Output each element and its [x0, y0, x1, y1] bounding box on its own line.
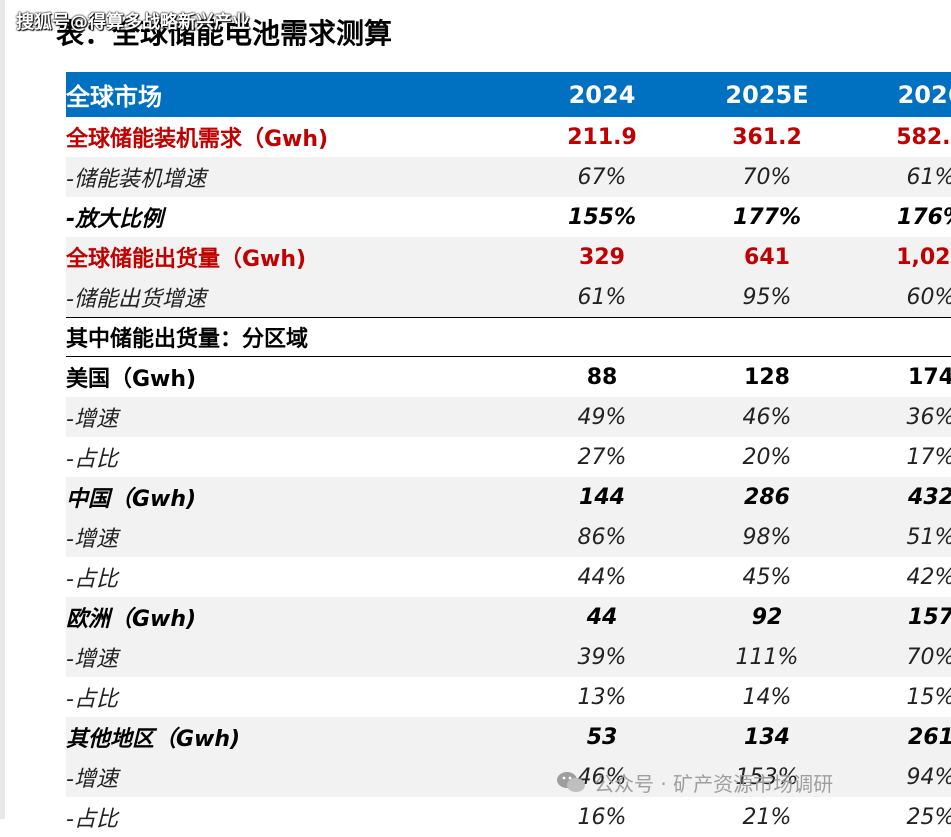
cell-2024: 46%	[577, 764, 627, 790]
cell-2026: 94%	[906, 764, 951, 790]
cell-2026: 157	[908, 604, 951, 630]
cell-2025e: 92	[751, 604, 783, 630]
table-header-row: 全球市场 2024 2025E 2026	[66, 72, 951, 117]
cell-2024: 13%	[577, 684, 627, 710]
table-row: -占比 16% 21% 25%	[66, 797, 951, 837]
cell-2024: 67%	[577, 164, 627, 190]
table-row: -增速 39% 111% 70%	[66, 637, 951, 677]
cell-2026: 176%	[897, 204, 951, 230]
table-row: -增速 86% 98% 51%	[66, 517, 951, 557]
table-row: -增速 46% 153% 94%	[66, 757, 951, 797]
row-label: -增速	[66, 647, 118, 672]
row-label: -占比	[66, 567, 118, 592]
header-label: 全球市场	[66, 83, 162, 111]
table-row: 欧洲（Gwh) 44 92 157	[66, 597, 951, 637]
cell-2026: 51%	[906, 524, 951, 550]
header-year-2026: 2026	[897, 80, 951, 109]
cell-2024: 88	[586, 364, 618, 390]
row-label: 全球储能出货量（Gwh)	[66, 247, 307, 272]
section-header-row: 其中储能出货量：分区域	[66, 317, 951, 357]
cell-2026: 36%	[906, 404, 951, 430]
header-year-2025e: 2025E	[725, 80, 809, 109]
row-label: -储能出货增速	[66, 287, 206, 312]
table-row: -储能出货增速 61% 95% 60%	[66, 277, 951, 317]
row-label: 全球储能装机需求（Gwh)	[66, 127, 329, 152]
table-row: -占比 13% 14% 15%	[66, 677, 951, 717]
cell-2025e: 20%	[742, 444, 792, 470]
cell-2024: 86%	[577, 524, 627, 550]
cell-2025e: 128	[744, 364, 790, 390]
cell-2025e: 111%	[735, 644, 799, 670]
cell-2024: 329	[579, 244, 625, 270]
table-row: -占比 27% 20% 17%	[66, 437, 951, 477]
row-label: 中国（Gwh)	[66, 487, 197, 512]
demand-table: 全球市场 2024 2025E 2026 全球储能装机需求（Gwh) 211.9…	[66, 72, 951, 837]
cell-2026: 15%	[906, 684, 951, 710]
table-row: -储能装机增速 67% 70% 61%	[66, 157, 951, 197]
cell-2024: 53	[586, 724, 618, 750]
cell-2024: 16%	[577, 804, 627, 830]
row-label: -增速	[66, 527, 118, 552]
row-label: -增速	[66, 767, 118, 792]
table-row: 美国（Gwh) 88 128 174	[66, 357, 951, 397]
table-row: 中国（Gwh) 144 286 432	[66, 477, 951, 517]
cell-2025e: 361.2	[732, 124, 802, 150]
cell-2026: 261	[908, 724, 951, 750]
row-label: -占比	[66, 447, 118, 472]
table-row: 其他地区（Gwh) 53 134 261	[66, 717, 951, 757]
cell-2024: 211.9	[567, 124, 637, 150]
left-edge-bar	[0, 0, 5, 819]
cell-2025e: 95%	[742, 284, 792, 310]
source-watermark: 搜狐号@得算多战略新兴产业	[16, 12, 250, 33]
table-row: -占比 44% 45% 42%	[66, 557, 951, 597]
cell-2025e: 21%	[742, 804, 792, 830]
cell-2026: 60%	[906, 284, 951, 310]
cell-2025e: 98%	[742, 524, 792, 550]
cell-2026: 42%	[906, 564, 951, 590]
cell-2026: 61%	[906, 164, 951, 190]
wechat-watermark: 公众号 · 矿产资源市场调研	[556, 766, 833, 798]
table-row: 全球储能出货量（Gwh) 329 641 1,024	[66, 237, 951, 277]
table-title: 表：全球储能电池需求测算	[56, 17, 393, 50]
row-label: -增速	[66, 407, 118, 432]
cell-2026: 25%	[906, 804, 951, 830]
section-label: 其中储能出货量：分区域	[66, 327, 309, 352]
row-label: -放大比例	[66, 207, 164, 232]
cell-2026: 70%	[906, 644, 951, 670]
table-row: 全球储能装机需求（Gwh) 211.9 361.2 582.7	[66, 117, 951, 157]
cell-2025e: 46%	[742, 404, 792, 430]
cell-2025e: 641	[744, 244, 790, 270]
cell-2025e: 134	[744, 724, 790, 750]
table-row: -增速 49% 46% 36%	[66, 397, 951, 437]
cell-2026: 582.7	[896, 124, 951, 150]
cell-2024: 44%	[577, 564, 627, 590]
row-label: 欧洲（Gwh)	[66, 607, 197, 632]
row-label: 美国（Gwh)	[66, 367, 197, 392]
cell-2025e: 153%	[735, 764, 799, 790]
cell-2024: 49%	[577, 404, 627, 430]
row-label: -占比	[66, 687, 118, 712]
table-row: -放大比例 155% 177% 176%	[66, 197, 951, 237]
cell-2025e: 70%	[742, 164, 792, 190]
cell-2025e: 45%	[742, 564, 792, 590]
cell-2026: 1,024	[896, 244, 951, 270]
cell-2025e: 177%	[733, 204, 801, 230]
row-label: 其他地区（Gwh)	[66, 727, 241, 752]
cell-2024: 61%	[577, 284, 627, 310]
cell-2024: 144	[579, 484, 625, 510]
row-label: -占比	[66, 807, 118, 832]
cell-2024: 39%	[577, 644, 627, 670]
cell-2026: 432	[908, 484, 951, 510]
cell-2026: 174	[908, 364, 951, 390]
watermark-text: 公众号 · 矿产资源市场调研	[594, 771, 834, 796]
row-label: -储能装机增速	[66, 167, 206, 192]
cell-2024: 27%	[577, 444, 627, 470]
cell-2026: 17%	[906, 444, 951, 470]
wechat-icon	[556, 770, 586, 794]
cell-2024: 155%	[568, 204, 636, 230]
cell-2025e: 14%	[742, 684, 792, 710]
cell-2025e: 286	[744, 484, 790, 510]
header-year-2024: 2024	[568, 80, 636, 109]
cell-2024: 44	[586, 604, 618, 630]
